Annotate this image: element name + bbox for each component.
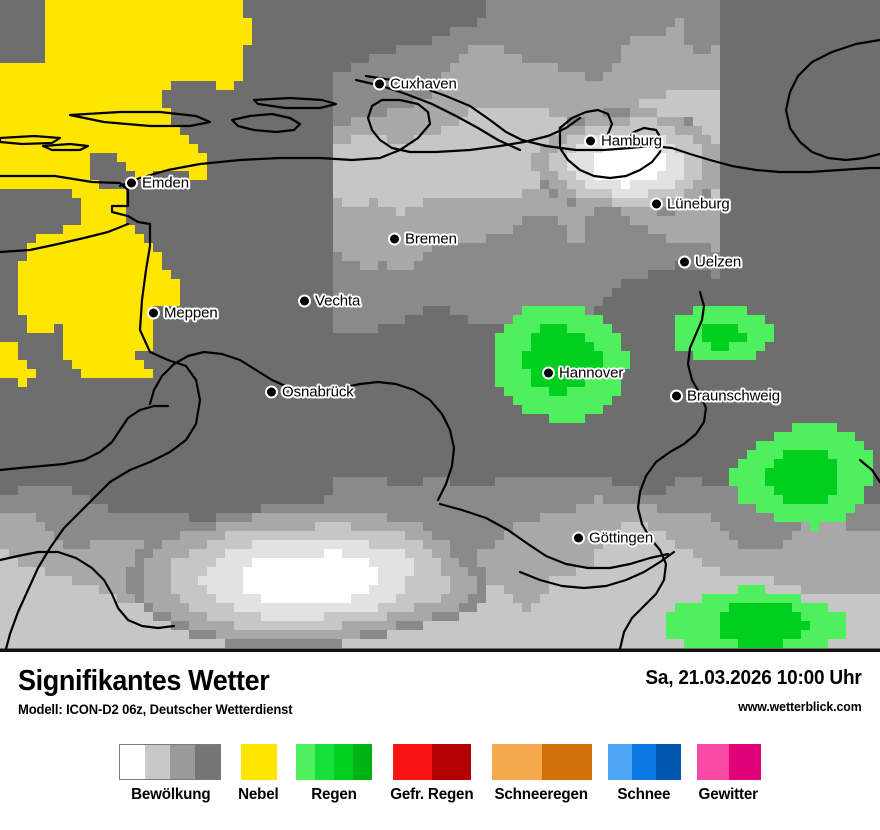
city-label: Meppen — [164, 304, 218, 322]
legend-item-regen: Regen — [295, 744, 372, 804]
legend-label-bewoelkung: Bewölkung — [130, 786, 211, 803]
legend-label-nebel: Nebel — [238, 786, 279, 803]
page-title: Signifikantes Wetter — [18, 665, 270, 697]
city-dot-icon — [300, 296, 309, 306]
city-dot-icon — [375, 79, 384, 89]
legend-swatch-seg — [656, 744, 681, 780]
legend-swatch-seg — [240, 744, 277, 780]
weather-map[interactable]: Cuxhaven Hamburg Emden Lüneburg Bremen Uelzen… — [0, 0, 880, 652]
legend-swatch-seg — [145, 745, 171, 779]
legend-swatch-seg — [607, 744, 632, 780]
legend-label-gefr-regen: Gefr. Regen — [390, 786, 474, 803]
city-label: Göttingen — [589, 529, 654, 547]
city-dot-icon — [390, 234, 399, 244]
city-label: Braunschweig — [687, 387, 781, 405]
legend-label-regen: Regen — [311, 786, 357, 803]
legend-item-gewitter: Gewitter — [696, 744, 761, 804]
city-marker-gttingen[interactable]: Göttingen — [574, 530, 653, 547]
legend-swatch-regen — [295, 744, 372, 780]
legend-swatch-nebel — [240, 744, 277, 780]
legend-swatch-gefr-regen — [392, 744, 471, 780]
legend-swatch-seg — [333, 744, 353, 780]
city-marker-osnabrck[interactable]: Osnabrück — [267, 384, 354, 401]
city-label: Lüneburg — [667, 195, 730, 213]
city-dot-icon — [267, 387, 276, 397]
city-label: Hannover — [559, 364, 624, 382]
legend-swatch-seg — [352, 744, 372, 780]
legend-swatch-seg — [392, 744, 432, 780]
legend-item-schnee: Schnee — [607, 744, 681, 804]
forecast-timestamp: Sa, 21.03.2026 10:00 Uhr — [645, 667, 862, 689]
city-label: Emden — [142, 174, 190, 192]
legend-item-schneeregen: Schneeregen — [491, 744, 592, 804]
city-dot-icon — [544, 368, 553, 378]
city-labels-layer: Cuxhaven Hamburg Emden Lüneburg Bremen Uelzen… — [127, 76, 780, 547]
legend-swatch-bewoelkung — [119, 744, 222, 780]
city-label: Uelzen — [695, 253, 742, 271]
legend-label-schneeregen: Schneeregen — [494, 786, 589, 803]
legend-swatch-seg — [295, 744, 315, 780]
legend-item-bewoelkung: Bewölkung — [119, 744, 222, 804]
city-dot-icon — [149, 308, 158, 318]
city-dot-icon — [574, 533, 583, 543]
city-label: Vechta — [315, 292, 361, 310]
legend-label-schnee: Schnee — [617, 786, 671, 803]
legend-swatch-schneeregen — [491, 744, 592, 780]
legend-swatch-seg — [120, 745, 146, 779]
legend-swatch-seg — [314, 744, 334, 780]
title-block: Signifikantes Wetter Modell: ICON-D2 06z… — [18, 665, 313, 718]
city-marker-bremen[interactable]: Bremen — [390, 231, 457, 248]
city-label: Cuxhaven — [390, 75, 457, 93]
legend-swatch-seg — [491, 744, 542, 780]
footer-panel: Signifikantes Wetter Modell: ICON-D2 06z… — [0, 652, 880, 830]
legend-swatch-seg — [431, 744, 471, 780]
site-url: www.wetterblick.com — [738, 699, 862, 714]
city-dot-icon — [652, 199, 661, 209]
city-marker-uelzen[interactable]: Uelzen — [680, 254, 741, 271]
city-marker-braunschweig[interactable]: Braunschweig — [672, 388, 780, 405]
city-label: Osnabrück — [282, 383, 354, 401]
city-marker-vechta[interactable]: Vechta — [300, 293, 360, 310]
city-dot-icon — [586, 136, 595, 146]
legend: Bewölkung Nebel Regen Gefr. Regen Schneerege… — [0, 744, 880, 830]
meta-block: Sa, 21.03.2026 10:00 Uhr www.wetterblick… — [634, 666, 862, 715]
legend-swatch-seg — [696, 744, 729, 780]
legend-label-gewitter: Gewitter — [698, 786, 759, 803]
legend-item-nebel: Nebel — [237, 744, 280, 804]
legend-swatch-gewitter — [696, 744, 761, 780]
legend-swatch-seg — [195, 745, 221, 779]
legend-item-gefr-regen: Gefr. Regen — [388, 744, 476, 804]
city-marker-cuxhaven[interactable]: Cuxhaven — [375, 76, 457, 93]
city-marker-emden[interactable]: Emden — [127, 175, 189, 192]
legend-swatch-seg — [541, 744, 592, 780]
legend-swatch-schnee — [607, 744, 681, 780]
city-marker-meppen[interactable]: Meppen — [149, 305, 218, 322]
legend-swatch-seg — [631, 744, 657, 780]
title-row: Signifikantes Wetter Modell: ICON-D2 06z… — [0, 652, 880, 720]
city-dot-icon — [127, 178, 136, 188]
city-dot-icon — [680, 257, 689, 267]
city-marker-lneburg[interactable]: Lüneburg — [652, 196, 730, 213]
city-label: Bremen — [405, 230, 457, 248]
city-label: Hamburg — [601, 132, 662, 150]
legend-swatch-seg — [170, 745, 196, 779]
legend-swatch-seg — [728, 744, 761, 780]
city-marker-hannover[interactable]: Hannover — [544, 365, 623, 382]
model-subtitle: Modell: ICON-D2 06z, Deutscher Wetterdie… — [18, 701, 293, 717]
city-dot-icon — [672, 391, 681, 401]
city-marker-hamburg[interactable]: Hamburg — [586, 133, 662, 150]
